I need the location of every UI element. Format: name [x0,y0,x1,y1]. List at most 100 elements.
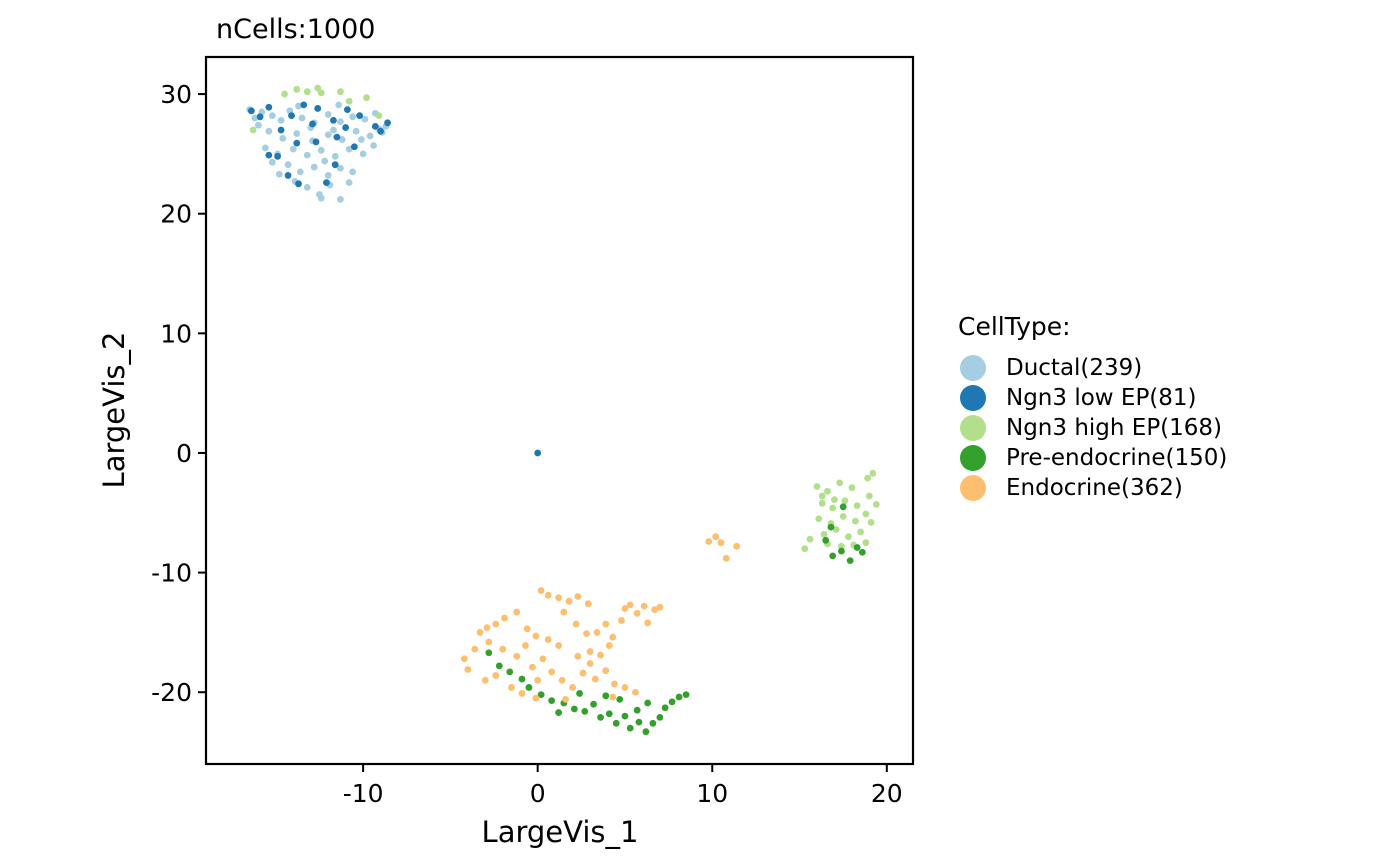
point-endocrine [560,608,568,616]
point-ngn3-low-ep [344,106,351,114]
point-ngn3-high-ep [813,483,821,490]
point-ngn3-low-ep [350,143,358,151]
point-ductal [345,179,353,187]
point-pre-endocrine [626,724,634,732]
point-ductal [268,158,276,166]
x-axis: -10 0 10 20 [343,764,903,808]
point-ngn3-high-ep [865,492,873,500]
point-endocrine [492,672,500,679]
point-endocrine [586,648,594,655]
y-axis-label: LargeVis_2 [97,332,131,489]
y-tick-label: 30 [160,80,192,109]
point-endocrine [602,667,610,675]
point-ngn3-high-ep [829,504,837,512]
point-pre-endocrine [635,718,643,726]
point-ngn3-low-ep [356,112,364,120]
point-endocrine [705,538,713,545]
point-ngn3-high-ep [815,515,823,523]
x-tick-label: -10 [343,779,384,808]
point-endocrine [621,684,629,691]
point-ngn3-low-ep [256,113,264,121]
point-endocrine [539,655,547,663]
point-pre-endocrine [668,698,676,706]
point-endocrine [485,638,493,646]
point-pre-endocrine [682,691,690,699]
point-pre-endocrine [838,547,845,555]
legend-item: Pre-endocrine(150) [958,443,1227,473]
point-ductal [275,170,283,178]
point-ductal [277,117,285,124]
point-ngn3-high-ep [820,530,828,538]
point-pre-endocrine [612,719,620,727]
point-endocrine [548,668,556,676]
point-endocrine [471,645,479,653]
x-tick-label: 10 [696,779,728,808]
point-endocrine [574,652,582,660]
point-endocrine [492,620,500,628]
point-endocrine [572,620,580,628]
point-ngn3-high-ep [345,97,353,105]
point-ductal [324,131,332,139]
legend-label: Ngn3 low EP(81) [1006,385,1197,411]
point-ngn3-low-ep [288,112,295,120]
point-ngn3-high-ep [862,539,870,547]
point-ductal [357,136,365,143]
point-ductal [321,157,329,165]
point-endocrine [574,593,582,600]
point-ductal [261,144,269,152]
point-ductal [338,136,346,143]
y-axis: -20 -10 0 10 20 30 [151,80,206,707]
point-pre-endocrine [621,712,629,720]
point-ductal [324,172,332,179]
point-endocrine [529,663,536,671]
legend-title: CellType: [958,312,1071,341]
point-ngn3-low-ep [265,103,273,111]
point-endocrine [656,603,664,611]
point-pre-endocrine [858,548,866,556]
point-ngn3-high-ep [818,492,826,500]
legend-item: Ductal(239) [958,353,1227,383]
point-ngn3-high-ep [872,501,880,508]
point-ngn3-low-ep [265,151,273,159]
point-endocrine [562,696,570,703]
point-ngn3-low-ep [300,101,308,109]
point-ngn3-high-ep [841,497,849,505]
point-ductal [349,113,357,121]
point-pre-endocrine [649,719,657,727]
point-endocrine [483,624,491,632]
point-pre-endocrine [495,662,503,670]
point-endocrine [722,554,730,562]
point-ngn3-high-ep [293,85,301,93]
point-ductal [265,127,273,135]
point-endocrine [558,676,566,684]
point-pre-endocrine [822,536,830,544]
point-ngn3-high-ep [317,89,325,97]
point-ngn3-low-ep [377,127,384,135]
point-ductal [289,145,297,153]
point-endocrine [651,606,659,614]
legend-item: Ngn3 high EP(168) [958,413,1227,443]
point-pre-endocrine [570,705,578,713]
point-endocrine [640,602,648,610]
point-ngn3-low-ep [284,172,292,179]
point-endocrine [464,666,472,673]
legend-swatch [960,385,986,411]
point-pre-endocrine [642,728,650,736]
legend-label: Pre-endocrine(150) [1006,445,1228,471]
points-layer [246,84,880,736]
point-endocrine [644,619,652,627]
chart-title: nCells:1000 [216,14,375,45]
point-pre-endocrine [597,713,604,721]
point-ngn3-low-ep [333,133,341,141]
point-ngn3-low-ep [247,107,255,115]
point-ngn3-high-ep [831,496,838,504]
point-ngn3-high-ep [853,502,861,510]
point-ngn3-low-ep [314,105,322,112]
point-ductal [317,146,325,154]
point-endocrine [565,597,573,605]
point-ngn3-high-ep [867,518,875,526]
point-ductal [337,164,344,172]
point-pre-endocrine [846,557,854,565]
point-ductal [251,114,259,122]
point-ductal [330,126,337,134]
